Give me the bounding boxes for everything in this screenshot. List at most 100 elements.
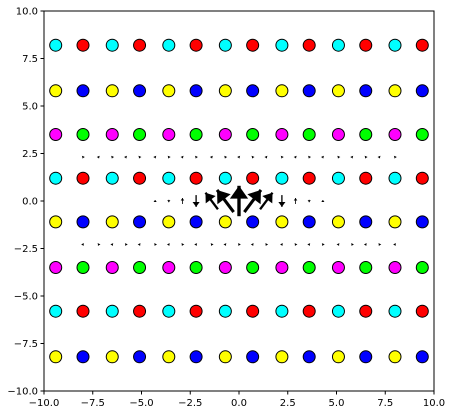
scatter-point [105,261,119,274]
scatter-point [162,304,176,318]
quiver-arrow [97,243,101,246]
quiver-arrow [96,155,100,159]
x-tick-label: −7.5 [81,398,105,409]
scatter-point [162,38,176,52]
scatter-point [133,215,147,229]
quiver-arrow [280,155,284,159]
scatter-point [388,350,402,364]
y-axis-ticks: −10.0 −7.5 −5.0 −2.5 0.0 2.5 5.0 7.5 10.0 [7,7,44,398]
quiver-arrow [393,243,396,246]
scatter-point [49,171,63,185]
quiver-arrow [192,195,200,207]
scatter-point [331,350,345,364]
quiver-arrow [393,155,397,159]
scatter-point [133,171,147,185]
scatter-point [76,84,90,98]
scatter-point [415,215,429,229]
scatter-point [105,171,119,185]
quiver-arrow [363,243,367,246]
quiver-arrow [124,243,128,246]
scatter-point [331,128,345,141]
scatter-point [76,128,90,141]
quiver-arrow [194,243,198,246]
quiver-arrow [110,243,114,246]
scatter-point [49,350,63,364]
quiver-arrow [293,198,298,204]
scatter-point [302,84,316,98]
quiver-arrow [210,243,214,246]
scatter-point [302,171,316,185]
scatter-point [415,38,429,52]
scatter-point [331,304,345,318]
quiver-arrow [154,243,158,246]
scatter-point [105,215,119,229]
scatter-point [302,304,316,318]
quiver-arrow [350,155,354,159]
scatter-point [218,128,232,141]
scatter-point [415,304,429,318]
scatter-point [133,128,147,141]
scatter-point [162,128,176,141]
quiver-arrow [194,155,198,159]
scatter-point [76,261,90,274]
x-tick-label: 7.5 [377,398,393,409]
scatter-point [388,215,402,229]
scatter-point [133,304,147,318]
scatter-point [133,261,147,274]
quiver-arrow [215,189,235,213]
scatter-point [359,261,373,274]
scatter-point [49,38,63,52]
scatter-point [275,128,289,141]
scatter-point [331,84,345,98]
quiver-arrow [124,155,128,159]
quiver-arrow [265,243,269,246]
quiver-arrow [180,198,185,204]
quiver-arrow [278,195,286,207]
scatter-point [331,38,345,52]
quiver-arrow [204,192,219,210]
scatter-markers [49,38,429,364]
scatter-point [189,215,203,229]
x-tick-label: 10.0 [423,398,445,409]
scatter-point [162,171,176,185]
scatter-point [49,304,63,318]
scatter-point [246,261,260,274]
quiver-arrow [81,243,84,246]
y-tick-label: 10.0 [16,7,38,18]
scatter-point [133,350,147,364]
scatter-point [133,38,147,52]
plot-frame [43,10,435,392]
scatter-point [218,350,232,364]
scatter-point [49,128,63,141]
quiver-arrow [378,243,382,246]
scatter-point [76,304,90,318]
scatter-point [275,84,289,98]
scatter-point [275,261,289,274]
scatter-point [415,350,429,364]
scatter-point [359,38,373,52]
scatter-point [189,171,203,185]
scatter-point [275,304,289,318]
scatter-point [415,84,429,98]
scatter-point [359,350,373,364]
scatter-point [302,215,316,229]
quiver-arrow [336,243,340,246]
scatter-point [76,215,90,229]
scatter-point [246,128,260,141]
quiver-arrow [223,243,227,246]
quiver-arrow [181,243,185,246]
quiver-arrow [337,155,341,159]
y-tick-label: −7.5 [14,339,38,350]
scatter-point [218,304,232,318]
y-tick-label: 7.5 [22,54,38,65]
scatter-point [388,304,402,318]
scatter-point [415,261,429,274]
x-axis-ticks: −10.0 −7.5 −5.0 −2.5 0.0 2.5 5.0 7.5 10.0 [29,391,445,409]
quiver-arrow [243,189,263,213]
x-tick-label: −10.0 [29,398,60,409]
scatter-point [388,38,402,52]
x-tick-label: 0.0 [231,398,247,409]
scatter-point [388,128,402,141]
quiver-arrow [259,192,274,210]
